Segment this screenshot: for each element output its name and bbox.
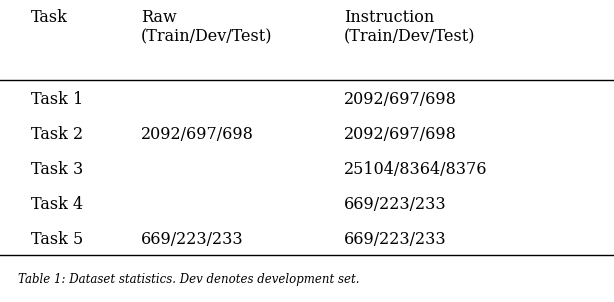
Text: Task 5: Task 5 [31, 231, 83, 248]
Text: Instruction
(Train/Dev/Test): Instruction (Train/Dev/Test) [344, 9, 475, 46]
Text: Task 1: Task 1 [31, 91, 83, 108]
Text: 669/223/233: 669/223/233 [141, 231, 244, 248]
Text: 2092/697/698: 2092/697/698 [344, 126, 457, 143]
Text: Raw
(Train/Dev/Test): Raw (Train/Dev/Test) [141, 9, 273, 46]
Text: Table 1: Dataset statistics. Dev denotes development set.: Table 1: Dataset statistics. Dev denotes… [18, 273, 360, 286]
Text: 669/223/233: 669/223/233 [344, 231, 446, 248]
Text: 669/223/233: 669/223/233 [344, 196, 446, 213]
Text: 25104/8364/8376: 25104/8364/8376 [344, 161, 488, 178]
Text: Task 2: Task 2 [31, 126, 83, 143]
Text: Task: Task [31, 9, 68, 26]
Text: 2092/697/698: 2092/697/698 [141, 126, 254, 143]
Text: Task 3: Task 3 [31, 161, 83, 178]
Text: 2092/697/698: 2092/697/698 [344, 91, 457, 108]
Text: Task 4: Task 4 [31, 196, 83, 213]
